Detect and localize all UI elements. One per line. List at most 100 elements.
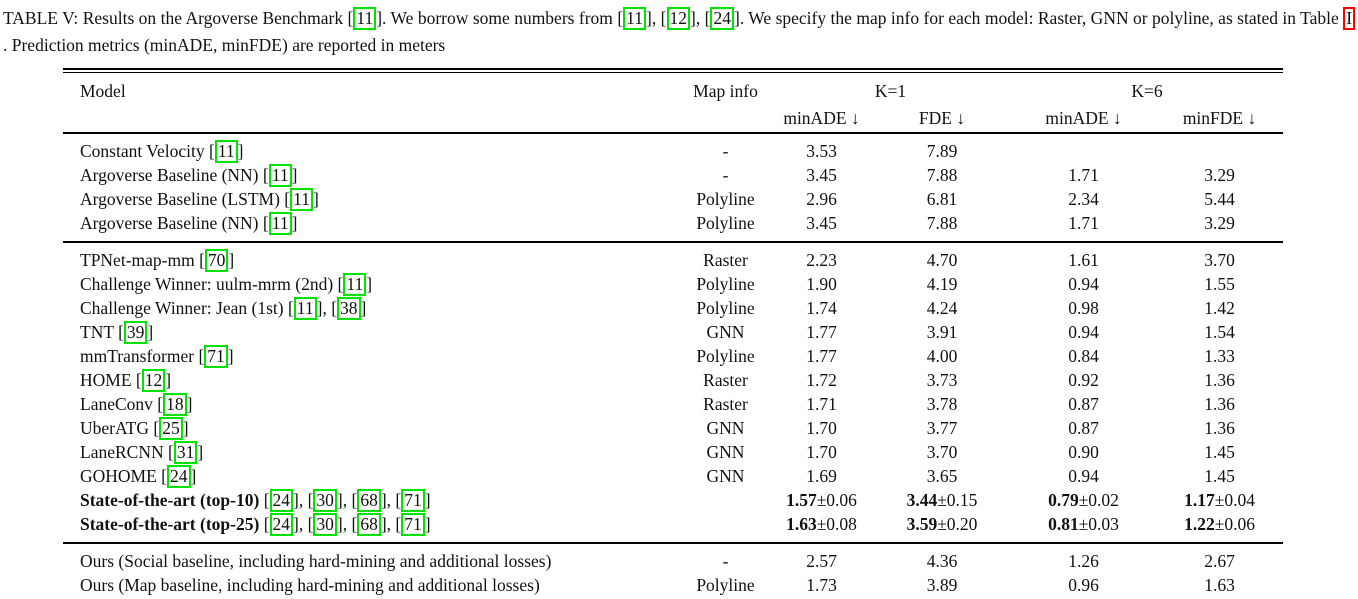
k1-fde-cell: 7.88 [926, 212, 958, 233]
citation-link[interactable]: 31 [173, 440, 198, 464]
text-segment: mmTransformer [ [80, 345, 205, 366]
citation-link[interactable]: 70 [204, 248, 229, 272]
citation-link[interactable]: 11 [214, 139, 238, 163]
citation-link[interactable]: 11 [353, 7, 377, 30]
k1-fde-cell: 3.44±0.15 [873, 488, 1011, 512]
k6-minade-cell: 2.34 [1068, 188, 1099, 209]
k1-minade-cell: 3.53 [806, 140, 837, 161]
k1-fde-cell: 4.24 [926, 297, 958, 318]
citation-link[interactable]: 71 [401, 512, 425, 536]
k6-minade-cell: 0.81±0.03 [1011, 512, 1156, 543]
citation-link[interactable]: 39 [123, 320, 148, 344]
k6-minfde-cell: 2.67 [1204, 550, 1235, 571]
k6-minade-cell: 0.94 [1068, 321, 1099, 342]
map-info-cell: Raster [703, 393, 748, 414]
text-segment-bold: State-of-the-art (top-10) [80, 489, 264, 510]
map-info-cell: Raster [703, 369, 748, 390]
text-segment: ±0.06 [1214, 513, 1255, 534]
table-group-3: Ours (Social baseline, including hard-mi… [63, 543, 1284, 599]
table-top-rule [63, 68, 1283, 73]
citation-link[interactable]: 68 [357, 512, 381, 536]
k6-minfde-cell: 1.55 [1204, 273, 1235, 294]
citation-link[interactable]: 11 [343, 272, 367, 296]
citation-link[interactable]: 71 [204, 344, 228, 368]
citation-link[interactable]: 11 [623, 7, 647, 30]
text-segment: ], [ [316, 297, 338, 318]
text-segment: TPNet-map-mm [ [80, 249, 205, 270]
k1-fde-cell: 4.70 [926, 249, 958, 270]
table-group-2: TPNet-map-mm [70] Raster 2.23 4.70 1.61 3.70 C… [63, 242, 1284, 543]
citation-link[interactable]: 11 [268, 163, 292, 187]
k6-minade-cell: 0.79±0.02 [1011, 488, 1156, 512]
table-row: Constant Velocity [11] - 3.53 7.89 [63, 133, 1283, 163]
map-info-cell: - [722, 550, 729, 571]
k1-fde-cell: 3.89 [926, 574, 958, 595]
text-segment-bold: 1.57 [786, 489, 817, 510]
table-group-1: Constant Velocity [11] -3.53 7.89 Argoverse… [63, 133, 1283, 242]
text-segment: ], [ [293, 489, 314, 510]
k6-minfde-cell: 1.45 [1204, 465, 1235, 486]
k1-fde-cell: 3.65 [926, 465, 958, 486]
citation-link[interactable]: 12 [666, 7, 690, 30]
model-cell: GOHOME [24] [63, 464, 681, 488]
k6-minade-cell: 0.92 [1068, 369, 1099, 390]
citation-link[interactable]: 11 [268, 211, 292, 235]
k6-minfde-cell: 3.29 [1204, 212, 1235, 233]
model-cell: Ours (Social baseline, including hard-mi… [80, 550, 552, 571]
citation-link[interactable]: 38 [337, 296, 361, 320]
citation-link[interactable]: 68 [357, 488, 381, 512]
table-header: Model Map info K=1 K=6 minADE ↓ FDE ↓ mi… [63, 73, 1284, 133]
k6-minfde-cell: 1.54 [1204, 321, 1235, 342]
k1-minade-cell: 1.77 [806, 345, 837, 366]
citation-link[interactable]: 30 [313, 488, 337, 512]
citation-link[interactable]: 18 [163, 392, 187, 416]
citation-link[interactable]: 24 [269, 512, 294, 536]
citation-link[interactable]: 25 [159, 416, 183, 440]
k6-minfde-cell: 1.42 [1204, 297, 1235, 318]
map-info-cell [681, 512, 770, 543]
k1-fde-cell: 6.81 [926, 188, 958, 209]
text-segment: ±0.06 [816, 489, 857, 510]
citation-link[interactable]: 11 [290, 187, 313, 211]
map-info-cell [681, 488, 770, 512]
text-segment: ±0.08 [816, 513, 857, 534]
text-segment: GOHOME [ [80, 465, 168, 486]
text-segment: HOME [ [80, 369, 142, 390]
citation-link[interactable]: 24 [710, 7, 734, 30]
k1-minade-cell: 2.23 [806, 249, 837, 270]
map-info-cell: GNN [706, 321, 745, 342]
table-row: LaneRCNN [31] GNN 1.70 3.70 0.90 1.45 [63, 440, 1283, 464]
text-segment: Challenge Winner: uulm-mrm (2nd) [ [80, 273, 344, 294]
k6-minade-cell: 1.61 [1068, 249, 1099, 270]
text-segment-bold: 1.63 [786, 513, 817, 534]
map-info-cell: Polyline [696, 345, 755, 366]
table-ref-link[interactable]: I [1343, 7, 1356, 30]
table-caption: TABLE V: Results on the Argoverse Benchm… [0, 0, 1358, 59]
k6-minade-cell: 1.26 [1068, 550, 1099, 571]
model-cell: Challenge Winner: Jean (1st) [11], [38] [63, 296, 681, 320]
k6-minade-cell: 0.84 [1068, 345, 1099, 366]
text-segment: ±0.20 [937, 513, 978, 534]
text-segment: ±0.03 [1078, 513, 1119, 534]
k6-minade-cell: 0.96 [1068, 574, 1099, 595]
k6-minfde-cell: 1.63 [1204, 574, 1235, 595]
citation-link[interactable]: 24 [167, 464, 191, 488]
map-info-cell: - [722, 140, 729, 161]
citation-link[interactable]: 30 [313, 512, 337, 536]
map-info-cell: GNN [706, 417, 745, 438]
table-row: HOME [12] Raster 1.72 3.73 0.92 1.36 [63, 368, 1283, 392]
model-cell: Argoverse Baseline (NN) [11] [63, 163, 681, 187]
citation-link[interactable]: 71 [401, 488, 425, 512]
map-info-cell: Raster [703, 249, 748, 270]
citation-link[interactable]: 11 [293, 296, 317, 320]
text-segment: ] [291, 212, 298, 233]
k1-fde-cell: 4.36 [926, 550, 958, 571]
model-cell: State-of-the-art (top-25) [24], [30], [6… [63, 512, 681, 543]
text-segment: ]. We specify the map info for each mode… [733, 8, 1344, 28]
citation-link[interactable]: 24 [269, 488, 294, 512]
k6-minfde-cell: 3.70 [1204, 249, 1235, 270]
k1-minade-cell: 2.57 [806, 550, 837, 571]
citation-link[interactable]: 12 [141, 368, 166, 392]
results-table: Model Map info K=1 K=6 minADE ↓ FDE ↓ mi… [63, 73, 1284, 599]
text-segment: ] [291, 164, 298, 185]
